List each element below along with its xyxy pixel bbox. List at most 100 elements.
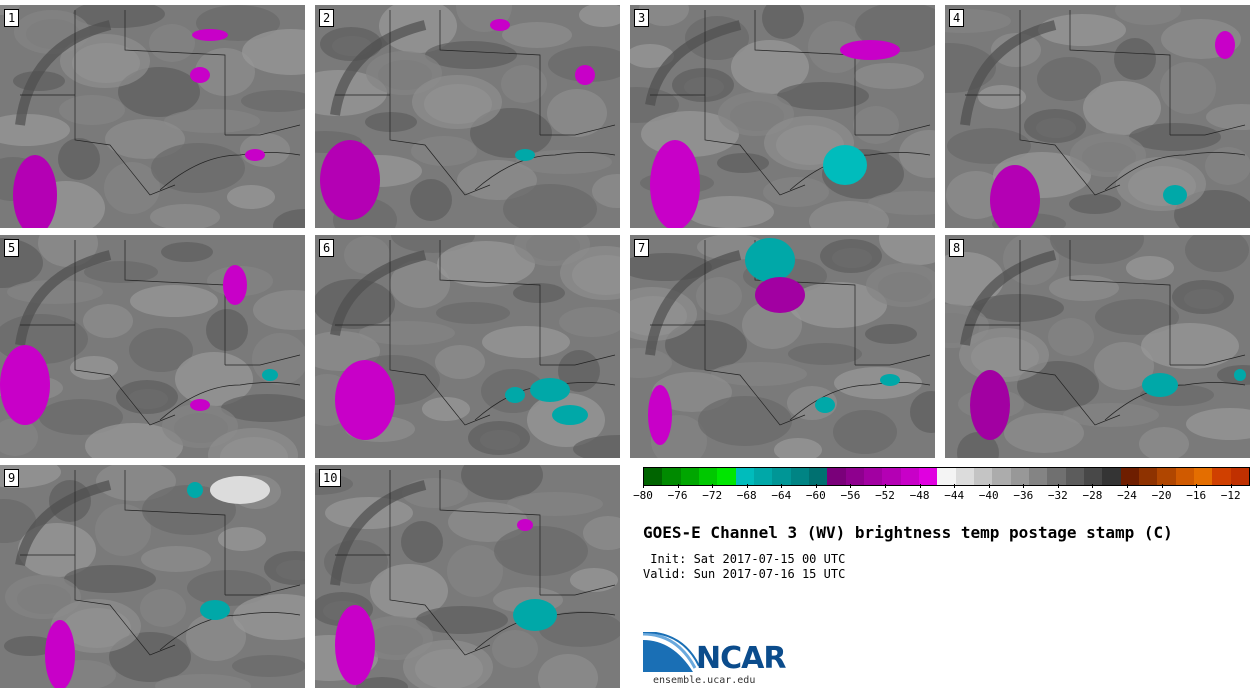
colorbar-tick-label: −64 bbox=[771, 489, 792, 502]
colorbar-swatch bbox=[1010, 468, 1029, 485]
satellite-map bbox=[0, 5, 305, 228]
ncar-logo-icon bbox=[643, 632, 700, 672]
colorbar-tick bbox=[1092, 484, 1094, 488]
colorbar-swatch bbox=[900, 468, 919, 485]
colorbar-tick-label: −60 bbox=[805, 489, 826, 502]
colorbar-swatch bbox=[1028, 468, 1048, 485]
colorbar bbox=[643, 467, 1250, 486]
postage-stamp-panel: 7 bbox=[630, 235, 935, 458]
colorbar-tick bbox=[1127, 484, 1128, 488]
satellite-map bbox=[0, 235, 305, 458]
colorbar-swatch bbox=[955, 468, 974, 485]
colorbar-swatch bbox=[1102, 468, 1121, 485]
colorbar-tick-label: −24 bbox=[1117, 489, 1137, 502]
panel-label: 2 bbox=[319, 9, 335, 27]
postage-stamp-panel: 10 bbox=[315, 465, 620, 688]
satellite-map bbox=[945, 235, 1250, 458]
colorbar-swatch bbox=[662, 468, 681, 485]
satellite-map bbox=[630, 5, 935, 228]
postage-stamp-panel: 1 bbox=[0, 5, 305, 228]
colorbar-tick bbox=[1196, 484, 1198, 488]
colorbar-swatch bbox=[644, 468, 663, 485]
colorbar-swatch bbox=[808, 468, 828, 485]
postage-stamp-panel: 9 bbox=[0, 465, 305, 688]
postage-stamp-panel: 6 bbox=[315, 235, 620, 458]
colorbar-swatch bbox=[1175, 468, 1194, 485]
colorbar-tick-label: −56 bbox=[840, 489, 861, 502]
satellite-map bbox=[315, 465, 620, 688]
colorbar-tick-label: −72 bbox=[702, 489, 723, 502]
colorbar-swatch bbox=[992, 468, 1011, 485]
colorbar-swatch bbox=[1083, 468, 1103, 485]
colorbar-swatch bbox=[845, 468, 864, 485]
colorbar-tick bbox=[885, 484, 886, 488]
colorbar-tick bbox=[677, 484, 679, 488]
colorbar-swatch bbox=[937, 468, 956, 485]
colorbar-tick-label: −32 bbox=[1047, 489, 1068, 502]
colorbar-tick bbox=[1057, 484, 1059, 488]
satellite-map bbox=[315, 235, 620, 458]
satellite-map bbox=[315, 5, 620, 228]
colorbar-tick bbox=[1023, 484, 1025, 488]
postage-stamp-panel: 5 bbox=[0, 235, 305, 458]
panel-label: 8 bbox=[949, 239, 965, 257]
colorbar-swatch bbox=[1120, 468, 1139, 485]
panel-label: 7 bbox=[634, 239, 650, 257]
satellite-map bbox=[0, 465, 305, 688]
colorbar-swatch bbox=[698, 468, 718, 485]
satellite-map bbox=[945, 5, 1250, 228]
ncar-logo-text: NCAR bbox=[696, 641, 786, 676]
colorbar-tick bbox=[954, 484, 956, 488]
colorbar-tick-label: −76 bbox=[667, 489, 688, 502]
colorbar-tick bbox=[988, 484, 990, 488]
panel-label: 10 bbox=[319, 469, 342, 487]
colorbar-tick-label: −80 bbox=[633, 489, 653, 502]
colorbar-swatch bbox=[882, 468, 901, 485]
panel-label: 9 bbox=[4, 469, 20, 487]
panel-label: 6 bbox=[319, 239, 335, 257]
panel-label: 4 bbox=[949, 9, 965, 27]
init-time: Init: Sat 2017-07-15 00 UTC bbox=[643, 552, 846, 566]
colorbar-swatch bbox=[973, 468, 993, 485]
panel-label: 1 bbox=[4, 9, 20, 27]
panel-label: 5 bbox=[4, 239, 20, 257]
colorbar-tick-label: −36 bbox=[1013, 489, 1034, 502]
postage-stamp-panel: 3 bbox=[630, 5, 935, 228]
colorbar-tick-label: −40 bbox=[978, 489, 999, 502]
colorbar-swatch bbox=[1138, 468, 1158, 485]
colorbar-swatch bbox=[717, 468, 736, 485]
colorbar-tick bbox=[643, 484, 644, 488]
colorbar-swatch bbox=[863, 468, 883, 485]
colorbar-tick-label: −52 bbox=[875, 489, 895, 502]
colorbar-swatch bbox=[1047, 468, 1066, 485]
colorbar-swatch bbox=[1065, 468, 1084, 485]
colorbar-tick bbox=[746, 484, 748, 488]
colorbar-swatch bbox=[790, 468, 809, 485]
colorbar-tick bbox=[850, 484, 852, 488]
colorbar-tick-label: −16 bbox=[1186, 489, 1207, 502]
colorbar-swatch bbox=[1193, 468, 1213, 485]
colorbar-tick-label: −48 bbox=[909, 489, 930, 502]
colorbar-swatch bbox=[772, 468, 791, 485]
colorbar-swatch bbox=[1230, 468, 1249, 485]
colorbar-tick bbox=[781, 484, 783, 488]
colorbar-tick bbox=[712, 484, 714, 488]
colorbar-tick-label: −68 bbox=[736, 489, 757, 502]
postage-stamp-panel: 4 bbox=[945, 5, 1250, 228]
colorbar-swatch bbox=[918, 468, 938, 485]
colorbar-tick-label: −28 bbox=[1082, 489, 1103, 502]
postage-stamp-panel: 2 bbox=[315, 5, 620, 228]
colorbar-tick bbox=[815, 484, 817, 488]
colorbar-ticks: −80 −76 −72 −68 −64 −60 −56 −52 −48 −44 −40 −36 −32 −… bbox=[633, 484, 1250, 504]
colorbar-tick-label: −12 bbox=[1220, 489, 1241, 502]
colorbar-swatch bbox=[1212, 468, 1231, 485]
colorbar-tick-label: −20 bbox=[1151, 489, 1172, 502]
colorbar-tick bbox=[1161, 484, 1163, 488]
colorbar-tick bbox=[1230, 484, 1232, 488]
satellite-map bbox=[630, 235, 935, 458]
panel-label: 3 bbox=[634, 9, 650, 27]
colorbar-swatch bbox=[753, 468, 773, 485]
colorbar-swatch bbox=[735, 468, 754, 485]
colorbar-tick-label: −44 bbox=[944, 489, 965, 502]
colorbar-swatch bbox=[1157, 468, 1176, 485]
